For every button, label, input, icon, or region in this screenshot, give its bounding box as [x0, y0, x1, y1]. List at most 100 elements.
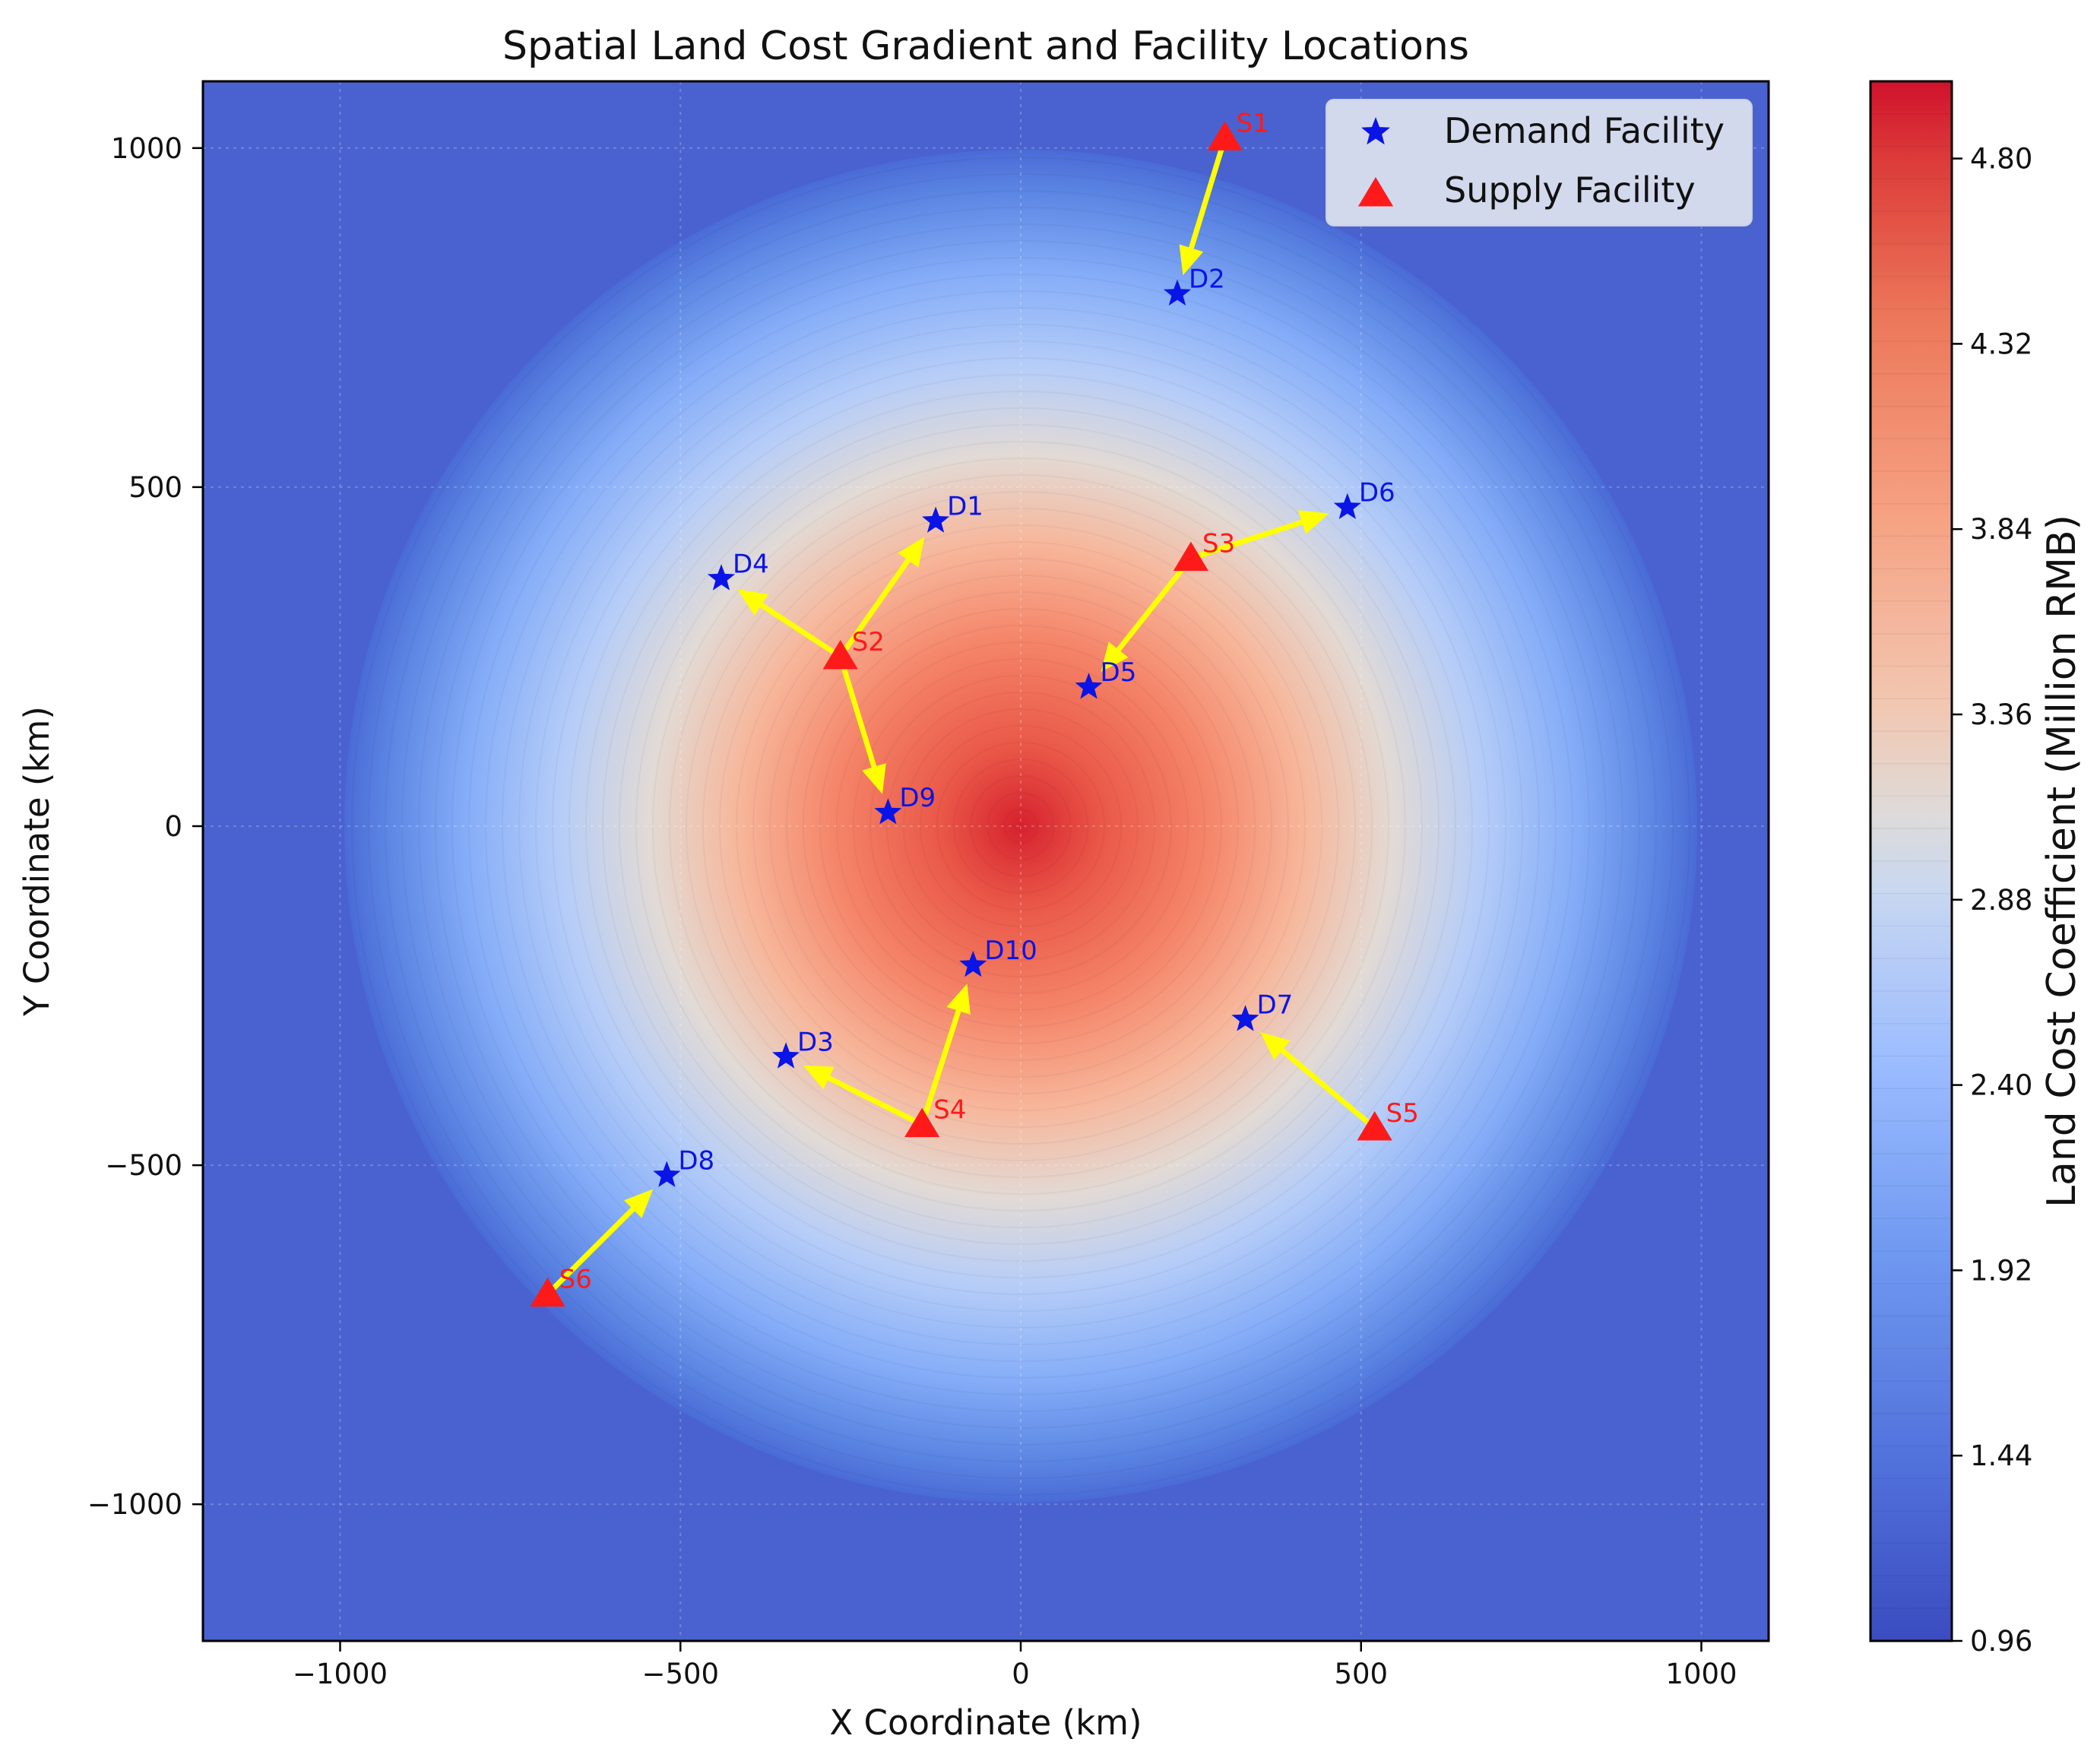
y-tick-label: 0	[164, 810, 182, 843]
arrow-head	[737, 589, 768, 616]
colorbar-tick-label: 2.88	[1970, 884, 2032, 917]
legend-triangle-icon	[1357, 177, 1394, 207]
arrow-S3-D6	[1188, 510, 1329, 562]
arrow-shaft	[1278, 1047, 1378, 1131]
x-tick-label: −1000	[293, 1658, 388, 1690]
demand-label-D6: D6	[1359, 478, 1395, 508]
supply-label-S6: S6	[559, 1265, 592, 1295]
demand-label-D3: D3	[797, 1027, 834, 1057]
supply-label-S2: S2	[852, 627, 885, 657]
plot-area: D1 D2 D3 D4 D5 D6 D7 D8 D9 D10 S1 S2 S3 S4 S5 S6	[201, 80, 1770, 1642]
arrow-head	[1260, 1031, 1291, 1060]
arrow-S2-D9	[838, 654, 886, 794]
arrow-S5-D7	[1260, 1031, 1378, 1131]
demand-label-D2: D2	[1189, 264, 1225, 295]
y-axis: 1000 500 0 −500 −1000	[87, 132, 203, 1521]
demand-label-D9: D9	[899, 783, 936, 813]
grid-lines	[203, 81, 1769, 1641]
colorbar-label: Land Cost Coefficient (Million RMB)	[2039, 515, 2085, 1208]
demand-marker-D10	[959, 950, 987, 977]
arrow-shaft	[1115, 556, 1194, 654]
arrow-S2-D1	[838, 537, 925, 660]
supply-marker-S3	[1173, 541, 1208, 572]
colorbar-tick-label: 3.84	[1970, 513, 2032, 546]
colorbar-ticks: 0.96 1.44 1.92 2.40 2.88 3.36 3.84 4.32 4.80	[1952, 143, 2032, 1658]
assignment-arrows	[545, 135, 1378, 1297]
arrow-head	[898, 537, 925, 568]
demand-marker-D1	[922, 506, 950, 533]
demand-label-D8: D8	[678, 1145, 714, 1176]
legend-star-icon	[1361, 117, 1390, 145]
x-tick-label: −500	[641, 1658, 719, 1690]
chart-title: Spatial Land Cost Gradient and Facility …	[502, 24, 1469, 69]
arrow-S2-D4	[737, 589, 844, 660]
supply-label-S1: S1	[1237, 108, 1269, 138]
demand-marker-D7	[1231, 1005, 1259, 1031]
arrow-S3-D5	[1101, 556, 1194, 673]
legend-entry-supply: Supply Facility	[1444, 169, 1696, 211]
demand-label-D5: D5	[1101, 657, 1137, 688]
demand-label-D10: D10	[984, 936, 1037, 966]
arrow-shaft	[838, 556, 911, 660]
legend-box	[1326, 99, 1753, 226]
supply-marker-S4	[904, 1107, 940, 1138]
colorbar-gradient	[1870, 81, 1952, 1641]
colorbar-tick-label: 1.92	[1970, 1254, 2032, 1287]
colorbar-tick-label: 3.36	[1970, 698, 2032, 731]
legend-entry-demand: Demand Facility	[1444, 110, 1725, 151]
colorbar-tick-label: 4.80	[1970, 143, 2032, 176]
demand-marker-D6	[1333, 493, 1361, 519]
x-axis-label: X Coordinate (km)	[829, 1702, 1142, 1743]
arrow-head	[862, 763, 886, 794]
demand-marker-D3	[772, 1042, 800, 1069]
arrow-shaft	[825, 1075, 925, 1128]
supply-label-S5: S5	[1386, 1098, 1419, 1129]
demand-marker-D8	[653, 1161, 681, 1187]
y-tick-label: −500	[105, 1149, 182, 1182]
y-axis-label: Y Coordinate (km)	[17, 706, 57, 1017]
arrow-head	[946, 983, 971, 1015]
land-cost-field	[344, 150, 1697, 1503]
arrow-shaft	[545, 1205, 636, 1297]
y-tick-label: 1000	[111, 132, 182, 165]
arrow-shaft	[1188, 519, 1306, 562]
arrow-S1-D2	[1179, 135, 1228, 276]
demand-label-D4: D4	[733, 549, 769, 579]
arrow-head	[1179, 244, 1204, 276]
colorbar-frame	[1869, 80, 1953, 1642]
demand-marker-D9	[874, 798, 902, 825]
x-tick-label: 0	[1012, 1658, 1030, 1690]
demand-marker-D5	[1075, 673, 1103, 699]
colorbar-bands	[1870, 113, 1952, 1609]
demand-marker-D2	[1163, 279, 1191, 306]
arrow-shaft	[758, 601, 844, 660]
y-tick-label: 500	[128, 471, 182, 504]
colorbar-tick-label: 1.44	[1970, 1440, 2032, 1472]
supply-marker-S6	[530, 1277, 565, 1307]
supply-marker-S1	[1207, 121, 1243, 150]
arrow-shaft	[838, 654, 877, 771]
legend-star	[1361, 117, 1390, 145]
facility-markers: D1 D2 D3 D4 D5 D6 D7 D8 D9 D10 S1 S2 S3 S4 S5 S6	[530, 108, 1419, 1307]
legend-triangle	[1357, 177, 1394, 207]
arrow-head	[1297, 510, 1329, 534]
supply-marker-S2	[822, 639, 858, 670]
arrow-head	[1101, 641, 1129, 673]
arrow-shaft	[1188, 135, 1228, 252]
demand-marker-D4	[707, 564, 736, 591]
arrow-S6-D8	[545, 1189, 654, 1297]
colorbar-tick-label: 2.40	[1970, 1069, 2032, 1102]
x-tick-label: 500	[1334, 1658, 1388, 1690]
arrow-shaft	[919, 1007, 961, 1128]
arrow-S4-D3	[803, 1065, 925, 1128]
arrow-head	[624, 1189, 654, 1218]
supply-label-S4: S4	[933, 1095, 966, 1126]
plot-frame	[201, 80, 1770, 1642]
colorbar-tick-label: 4.32	[1970, 328, 2032, 360]
x-tick-label: 1000	[1665, 1658, 1737, 1690]
arrow-head	[803, 1065, 835, 1090]
legend: Demand Facility Supply Facility	[1326, 99, 1753, 226]
supply-marker-S5	[1357, 1111, 1392, 1141]
